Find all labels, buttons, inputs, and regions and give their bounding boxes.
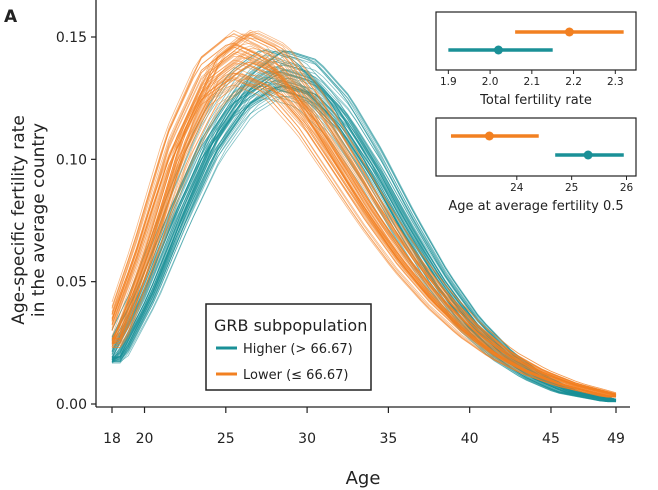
curve-higher [111,98,616,403]
x-tick-label: 18 [103,431,121,447]
legend: GRB subpopulation Higher (> 66.67) Lower… [205,303,372,391]
x-tick-label: 40 [461,431,479,447]
curve-lower [112,61,617,394]
inset-age-xlabel: Age at average fertility 0.5 [448,199,623,214]
x-tick-label: 25 [217,431,235,447]
y-tick-label: 0.15 [56,30,87,46]
inset-tfr-marks [448,27,624,55]
curve-lower [111,84,616,398]
estimate-higher [583,150,593,160]
legend-label-lower: Lower (≤ 66.67) [243,368,348,383]
curve-lower [111,29,617,395]
inset-tick-label: 25 [565,182,578,194]
x-tick-label: 30 [298,431,316,447]
y-axis-label: Age-specific fertility ratein the averag… [9,115,49,325]
inset-tfr-ticks: 1.9 2.0 2.1 2.2 2.3 [440,70,624,88]
curve-lower [112,84,617,395]
curve-lower [111,50,617,397]
inset-total-fertility-rate: 1.9 2.0 2.1 2.2 2.3 Total fertility rate [435,11,637,108]
inset-tick-label: 2.2 [565,76,582,88]
inset-age-at-fertility: 24 25 26 Age at average fertility 0.5 [435,117,637,214]
y-axis-label-group: Age-specific fertility ratein the averag… [9,115,49,325]
inset-tfr-frame [435,11,637,71]
inset-tick-label: 24 [510,182,524,194]
y-tick-label: 0.05 [56,275,87,291]
inset-tfr-xlabel: Total fertility rate [479,93,592,108]
x-tick-label: 20 [136,431,154,447]
inset-age-ticks: 24 25 26 [510,176,634,194]
inset-tick-label: 26 [620,182,634,194]
estimate-lower [564,27,574,37]
estimate-lower [484,131,494,141]
curve-lower [111,72,616,398]
inset-tick-label: 2.0 [482,76,499,88]
curve-lower [111,76,616,398]
inset-tick-label: 2.1 [523,76,540,88]
x-ticks: 18 20 25 30 35 40 45 49 [103,407,625,447]
inset-tick-label: 1.9 [440,76,457,88]
main-chart: 0.00 0.05 0.10 0.15 18 20 25 30 35 40 45 49 Age Ag… [9,0,630,489]
y-tick-label: 0.00 [56,397,87,413]
inset-age-frame [435,117,637,177]
inset-tick-label: 2.3 [607,76,624,88]
x-tick-label: 45 [542,431,560,447]
legend-label-higher: Higher (> 66.67) [243,342,353,357]
x-tick-label: 49 [607,431,625,447]
curve-lower [111,64,617,396]
estimate-higher [493,45,503,55]
curve-lower [112,30,617,394]
curve-higher [111,54,616,402]
panel-label: A [4,7,18,27]
curve-lower [111,66,617,398]
fertility-curves [111,29,617,403]
inset-age-marks [450,131,624,160]
curve-lower [111,77,617,398]
y-ticks: 0.00 0.05 0.10 0.15 [56,30,96,413]
curve-lower [111,61,617,397]
y-tick-label: 0.10 [56,152,87,168]
x-tick-label: 35 [379,431,397,447]
curve-lower [111,42,617,396]
legend-title: GRB subpopulation [214,316,367,335]
x-axis-label: Age [346,468,381,489]
